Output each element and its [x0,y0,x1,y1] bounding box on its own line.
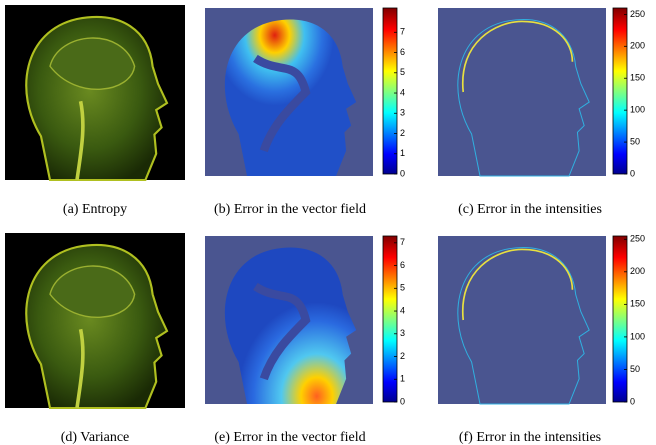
colorbar-tick-label: 5 [400,283,405,293]
colorbar-tick-label: 250 [630,9,645,19]
panel-image: 0 50 100 150 200 250 [438,8,645,178]
colorbar [383,236,397,402]
colorbar [383,8,397,174]
colorbar-tick-label: 3 [400,328,405,338]
colorbar-tick-label: 0 [630,396,635,406]
colorbar-tick-label: 1 [400,374,405,384]
figure: (a) Entropy 0 1 2 3 4 5 6 7 (b) Error in the vect… [0,0,656,445]
colorbar-tick-label: 50 [630,364,640,374]
colorbar-tick-label: 7 [400,27,405,37]
panel-image: 0 1 2 3 4 5 6 7 [205,8,405,178]
colorbar-tick-label: 0 [400,396,405,406]
panel-image [5,5,185,180]
colorbar-tick-label: 250 [630,234,645,244]
panel-image [5,233,185,408]
colorbar-tick-label: 4 [400,87,405,97]
caption: (e) Error in the vector field [214,430,365,445]
colorbar-tick-label: 200 [630,41,645,51]
caption: (a) Entropy [63,202,127,217]
colorbar-tick-label: 50 [630,136,640,146]
caption: (f) Error in the intensities [459,430,601,445]
panel-image: 0 1 2 3 4 5 6 7 [205,236,405,406]
colorbar-tick-label: 5 [400,67,405,77]
colorbar [613,236,627,402]
colorbar-tick-label: 100 [630,331,645,341]
map-background [438,236,606,404]
colorbar-tick-label: 3 [400,108,405,118]
colorbar-tick-label: 150 [630,73,645,83]
caption: (c) Error in the intensities [458,202,602,217]
map-background [438,8,606,176]
caption: (d) Variance [61,430,130,445]
colorbar-tick-label: 0 [400,168,405,178]
colorbar-tick-label: 2 [400,351,405,361]
colorbar [613,8,627,174]
caption: (b) Error in the vector field [214,202,366,217]
panel-image: 0 50 100 150 200 250 [438,234,645,407]
colorbar-tick-label: 150 [630,299,645,309]
colorbar-tick-label: 200 [630,266,645,276]
colorbar-tick-label: 0 [630,168,635,178]
colorbar-tick-label: 6 [400,47,405,57]
colorbar-tick-label: 4 [400,305,405,315]
colorbar-tick-label: 100 [630,105,645,115]
colorbar-tick-label: 6 [400,260,405,270]
colorbar-tick-label: 1 [400,148,405,158]
colorbar-tick-label: 7 [400,237,405,247]
colorbar-tick-label: 2 [400,128,405,138]
